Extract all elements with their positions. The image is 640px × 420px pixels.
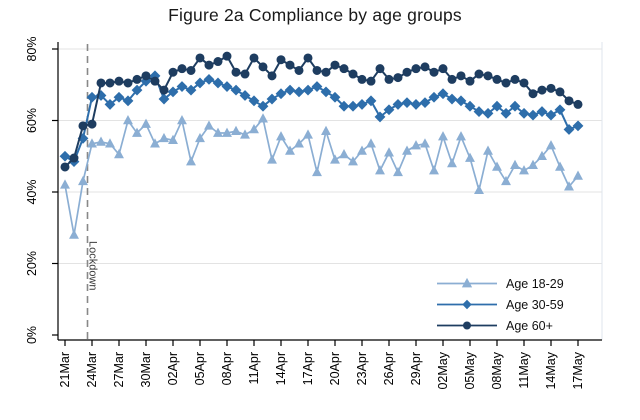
x-tick-label: 08Apr bbox=[220, 352, 234, 385]
x-tick-label: 11Apr bbox=[247, 352, 261, 384]
legend-label-age-30-59: Age 30-59 bbox=[506, 297, 564, 312]
triangle-marker-icon bbox=[437, 277, 497, 288]
legend: Age 18-29 Age 30-59 Age 60+ bbox=[436, 276, 564, 333]
diamond-marker-icon bbox=[437, 299, 497, 310]
x-tick-label: 27Mar bbox=[112, 352, 126, 387]
y-tick-label: 60% bbox=[25, 108, 39, 133]
chart-title: Figure 2a Compliance by age groups bbox=[168, 5, 462, 25]
legend-item-age-60: Age 60+ bbox=[436, 318, 564, 333]
series-line-age-60 bbox=[64, 55, 579, 168]
x-tick-label: 30Mar bbox=[139, 352, 153, 387]
x-tick-label: 17May bbox=[571, 351, 585, 389]
x-axis: 21Mar 24Mar 27Mar 30Mar 02Apr 05Apr 08Apr 11Apr… bbox=[58, 339, 602, 390]
y-axis: 0% 20% 40% 60% 80% bbox=[25, 36, 59, 344]
legend-item-age-30-59: Age 30-59 bbox=[436, 297, 564, 312]
x-tick-label: 21Mar bbox=[58, 352, 72, 387]
series-age-18-29 bbox=[60, 113, 583, 239]
x-tick-label: 29Apr bbox=[409, 352, 423, 385]
series-markers-age-18-29 bbox=[60, 113, 583, 239]
gridlines bbox=[58, 42, 603, 340]
x-tick-label: 26Apr bbox=[382, 352, 396, 385]
x-tick-label: 20Apr bbox=[328, 352, 342, 385]
x-tick-label: 02May bbox=[436, 351, 450, 389]
y-tick-label: 0% bbox=[25, 326, 39, 344]
series-line-age-18-29 bbox=[64, 117, 579, 236]
x-tick-label: 23Apr bbox=[355, 352, 369, 385]
lockdown-annotation: Lockdown bbox=[87, 44, 99, 340]
legend-label-age-18-29: Age 18-29 bbox=[506, 276, 564, 291]
x-tick-label: 24Mar bbox=[85, 352, 99, 387]
y-tick-label: 20% bbox=[25, 251, 39, 276]
x-tick-label: 08May bbox=[490, 351, 504, 389]
x-tick-label: 14May bbox=[544, 351, 558, 389]
legend-label-age-60: Age 60+ bbox=[506, 318, 553, 333]
lockdown-label: Lockdown bbox=[87, 241, 99, 291]
x-tick-label: 05Apr bbox=[193, 352, 207, 385]
legend-item-age-18-29: Age 18-29 bbox=[436, 276, 564, 291]
x-tick-label: 17Apr bbox=[301, 352, 315, 385]
y-tick-label: 40% bbox=[25, 179, 39, 204]
series-age-60 bbox=[60, 51, 583, 172]
circle-marker-icon bbox=[437, 321, 497, 330]
x-tick-label: 11May bbox=[517, 351, 531, 388]
x-tick-label: 14Apr bbox=[274, 352, 288, 385]
x-tick-label: 02Apr bbox=[166, 352, 180, 385]
x-tick-label: 05May bbox=[463, 351, 477, 389]
y-tick-label: 80% bbox=[25, 36, 39, 61]
series-markers-age-60 bbox=[60, 51, 583, 172]
